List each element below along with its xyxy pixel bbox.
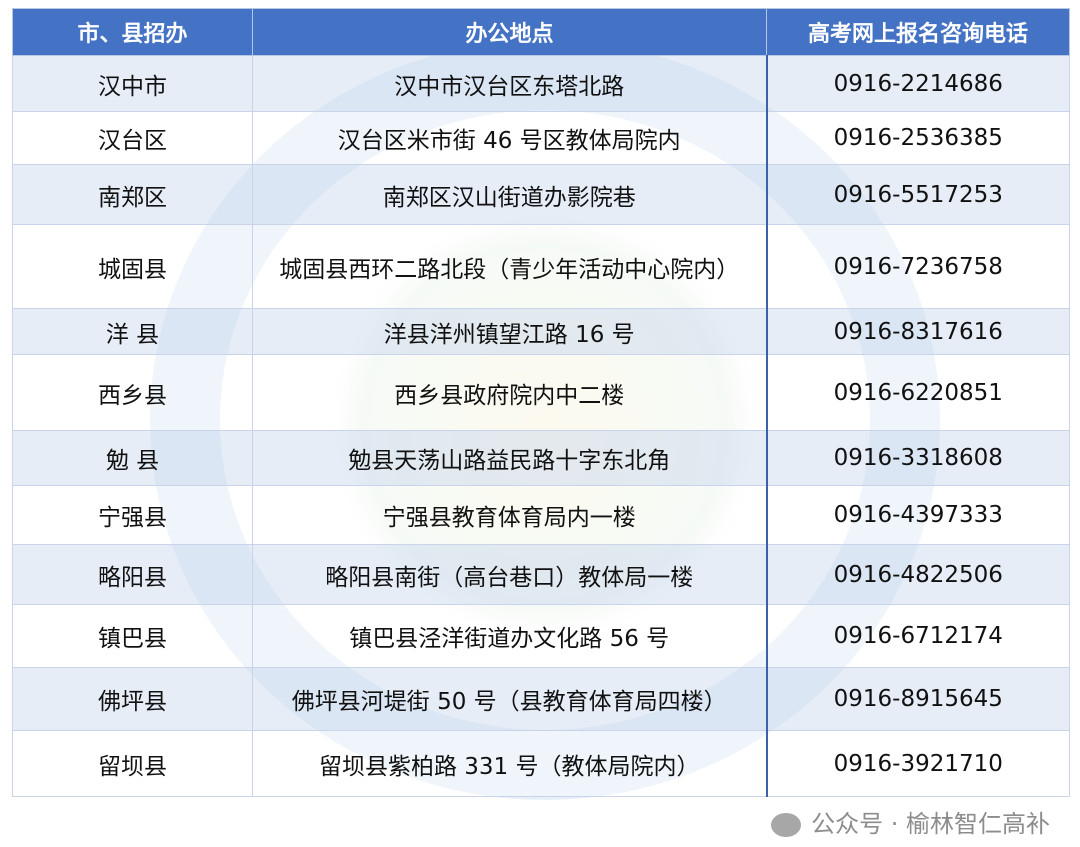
table-row: 城固县 城固县西环二路北段（青少年活动中心院内） 0916-7236758 [12,224,1070,309]
cell-address: 汉中市汉台区东塔北路 [252,55,767,112]
table-row: 汉中市 汉中市汉台区东塔北路 0916-2214686 [12,55,1070,112]
table-row: 佛坪县 佛坪县河堤街 50 号（县教育体育局四楼） 0916-8915645 [12,667,1070,731]
cell-phone: 0916-4822506 [765,544,1070,605]
cell-address: 南郑区汉山街道办影院巷 [252,164,767,225]
cell-address: 勉县天荡山路益民路十字东北角 [252,430,767,486]
cell-address: 洋县洋州镇望江路 16 号 [252,308,767,355]
header-address: 办公地点 [252,8,767,56]
cell-phone: 0916-2536385 [765,111,1070,165]
watermark-text: 公众号 · 榆林智仁高补 [771,808,1050,840]
table-row: 西乡县 西乡县政府院内中二楼 0916-6220851 [12,354,1070,431]
cell-phone: 0916-6220851 [765,354,1070,431]
cell-office: 城固县 [12,224,253,309]
cell-office: 留坝县 [12,730,253,797]
cell-phone: 0916-5517253 [765,164,1070,225]
table-header-row: 市、县招办 办公地点 高考网上报名咨询电话 [12,8,1070,56]
table-row: 南郑区 南郑区汉山街道办影院巷 0916-5517253 [12,164,1070,225]
admissions-office-table: 市、县招办 办公地点 高考网上报名咨询电话 汉中市 汉中市汉台区东塔北路 0916-… [12,8,1070,797]
cell-office: 宁强县 [12,485,253,545]
cell-address: 汉台区米市街 46 号区教体局院内 [252,111,767,165]
cell-address: 略阳县南街（高台巷口）教体局一楼 [252,544,767,605]
cell-address: 镇巴县泾洋街道办文化路 56 号 [252,604,767,668]
header-office: 市、县招办 [12,8,253,56]
cell-phone: 0916-3921710 [765,730,1070,797]
table-row: 勉 县勉县天荡山路益民路十字东北角 0916-3318608 [12,430,1070,486]
cell-office: 勉 县 [12,430,253,486]
cell-phone: 0916-3318608 [765,430,1070,486]
cell-office: 汉中市 [12,55,253,112]
cell-office: 西乡县 [12,354,253,431]
cell-phone: 0916-2214686 [765,55,1070,112]
table-row: 留坝县 留坝县紫柏路 331 号（教体局院内） 0916-3921710 [12,730,1070,797]
header-phone: 高考网上报名咨询电话 [766,8,1070,56]
cell-office: 南郑区 [12,164,253,225]
cell-phone: 0916-6712174 [765,604,1070,668]
cell-office: 洋 县 [12,308,253,355]
table-row: 略阳县 略阳县南街（高台巷口）教体局一楼 0916-4822506 [12,544,1070,605]
cell-phone: 0916-4397333 [765,485,1070,545]
cell-address: 西乡县政府院内中二楼 [252,354,767,431]
wechat-icon [771,813,802,837]
table-row: 洋 县洋县洋州镇望江路 16 号 0916-8317616 [12,308,1070,355]
cell-address: 留坝县紫柏路 331 号（教体局院内） [252,730,767,797]
cell-address: 宁强县教育体育局内一楼 [252,485,767,545]
cell-office: 汉台区 [12,111,253,165]
watermark-label: 公众号 · 榆林智仁高补 [811,810,1050,838]
cell-address: 城固县西环二路北段（青少年活动中心院内） [252,224,767,309]
cell-phone: 0916-7236758 [765,224,1070,309]
cell-phone: 0916-8317616 [765,308,1070,355]
table-row: 镇巴县 镇巴县泾洋街道办文化路 56 号 0916-6712174 [12,604,1070,668]
cell-office: 镇巴县 [12,604,253,668]
cell-address: 佛坪县河堤街 50 号（县教育体育局四楼） [252,667,767,731]
cell-office: 略阳县 [12,544,253,605]
table-row: 汉台区 汉台区米市街 46 号区教体局院内 0916-2536385 [12,111,1070,165]
cell-office: 佛坪县 [12,667,253,731]
table-row: 宁强县 宁强县教育体育局内一楼 0916-4397333 [12,485,1070,545]
cell-phone: 0916-8915645 [765,667,1070,731]
